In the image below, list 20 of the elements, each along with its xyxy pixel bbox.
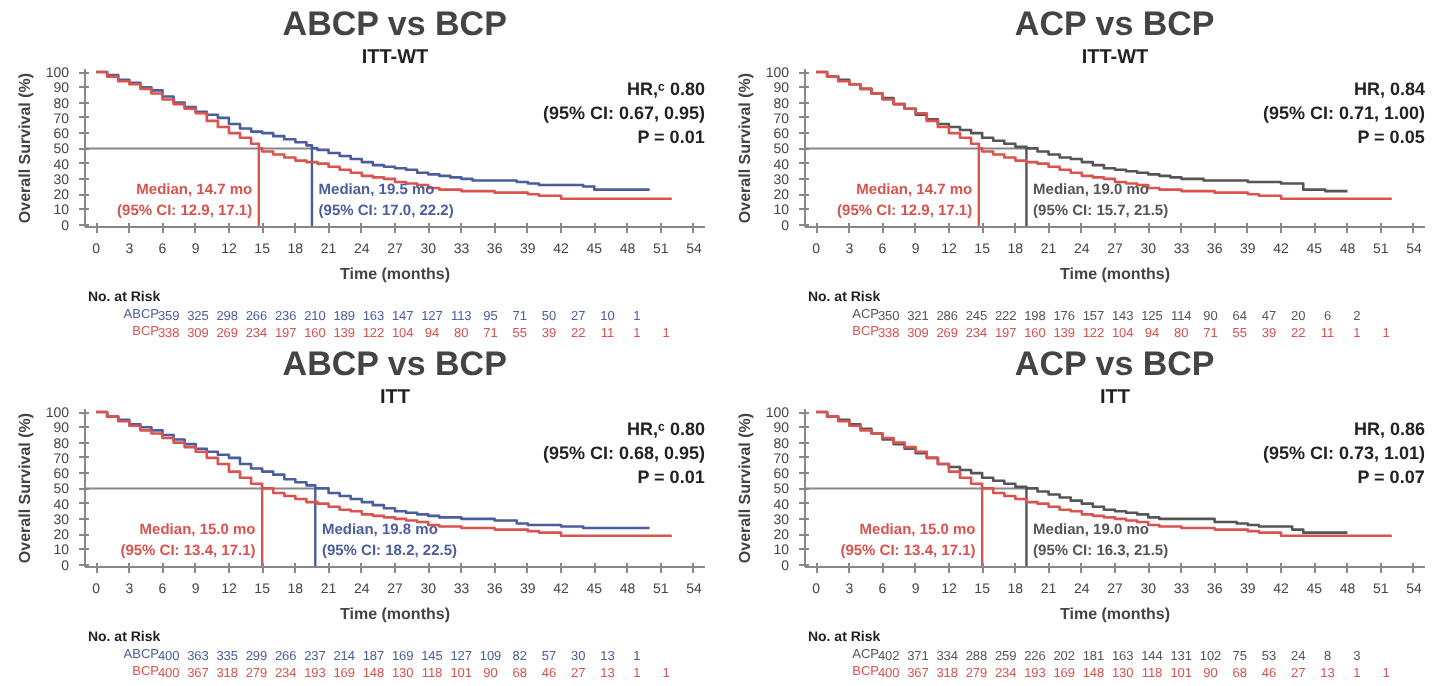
- chart-subtitle: ITT: [1100, 387, 1130, 409]
- chart-title: ACP vs BCP: [1014, 345, 1215, 383]
- x-axis-title: Time (months): [340, 265, 451, 283]
- chart-subtitle: ITT-WT: [361, 47, 429, 69]
- chart-title: ABCP vs BCP: [282, 5, 507, 43]
- x-axis-title: Time (months): [1060, 605, 1171, 623]
- y-axis-title: Overall Survival (%): [735, 72, 754, 224]
- annotation: HR,ᶜ 0.80 (95% CI: 0.68, 0.95) P = 0.01: [542, 419, 706, 488]
- chart-subtitle: ITT: [380, 387, 410, 409]
- annotation: HR, 0.84 (95% CI: 0.71, 1.00) P = 0.05: [1262, 79, 1426, 148]
- chart-title: ABCP vs BCP: [282, 345, 507, 383]
- y-axis-title: Overall Survival (%): [15, 412, 34, 564]
- y-axis-title: Overall Survival (%): [735, 412, 754, 564]
- y-axis-title: Overall Survival (%): [15, 72, 34, 224]
- chart-subtitle: ITT-WT: [1081, 47, 1149, 69]
- chart-title: ACP vs BCP: [1014, 5, 1215, 43]
- annotation: HR, 0.86 (95% CI: 0.73, 1.01) P = 0.07: [1262, 419, 1426, 488]
- x-axis-title: Time (months): [340, 605, 451, 623]
- x-axis-title: Time (months): [1060, 265, 1171, 283]
- annotation: HR,ᶜ 0.80 (95% CI: 0.67, 0.95) P = 0.01: [542, 79, 706, 148]
